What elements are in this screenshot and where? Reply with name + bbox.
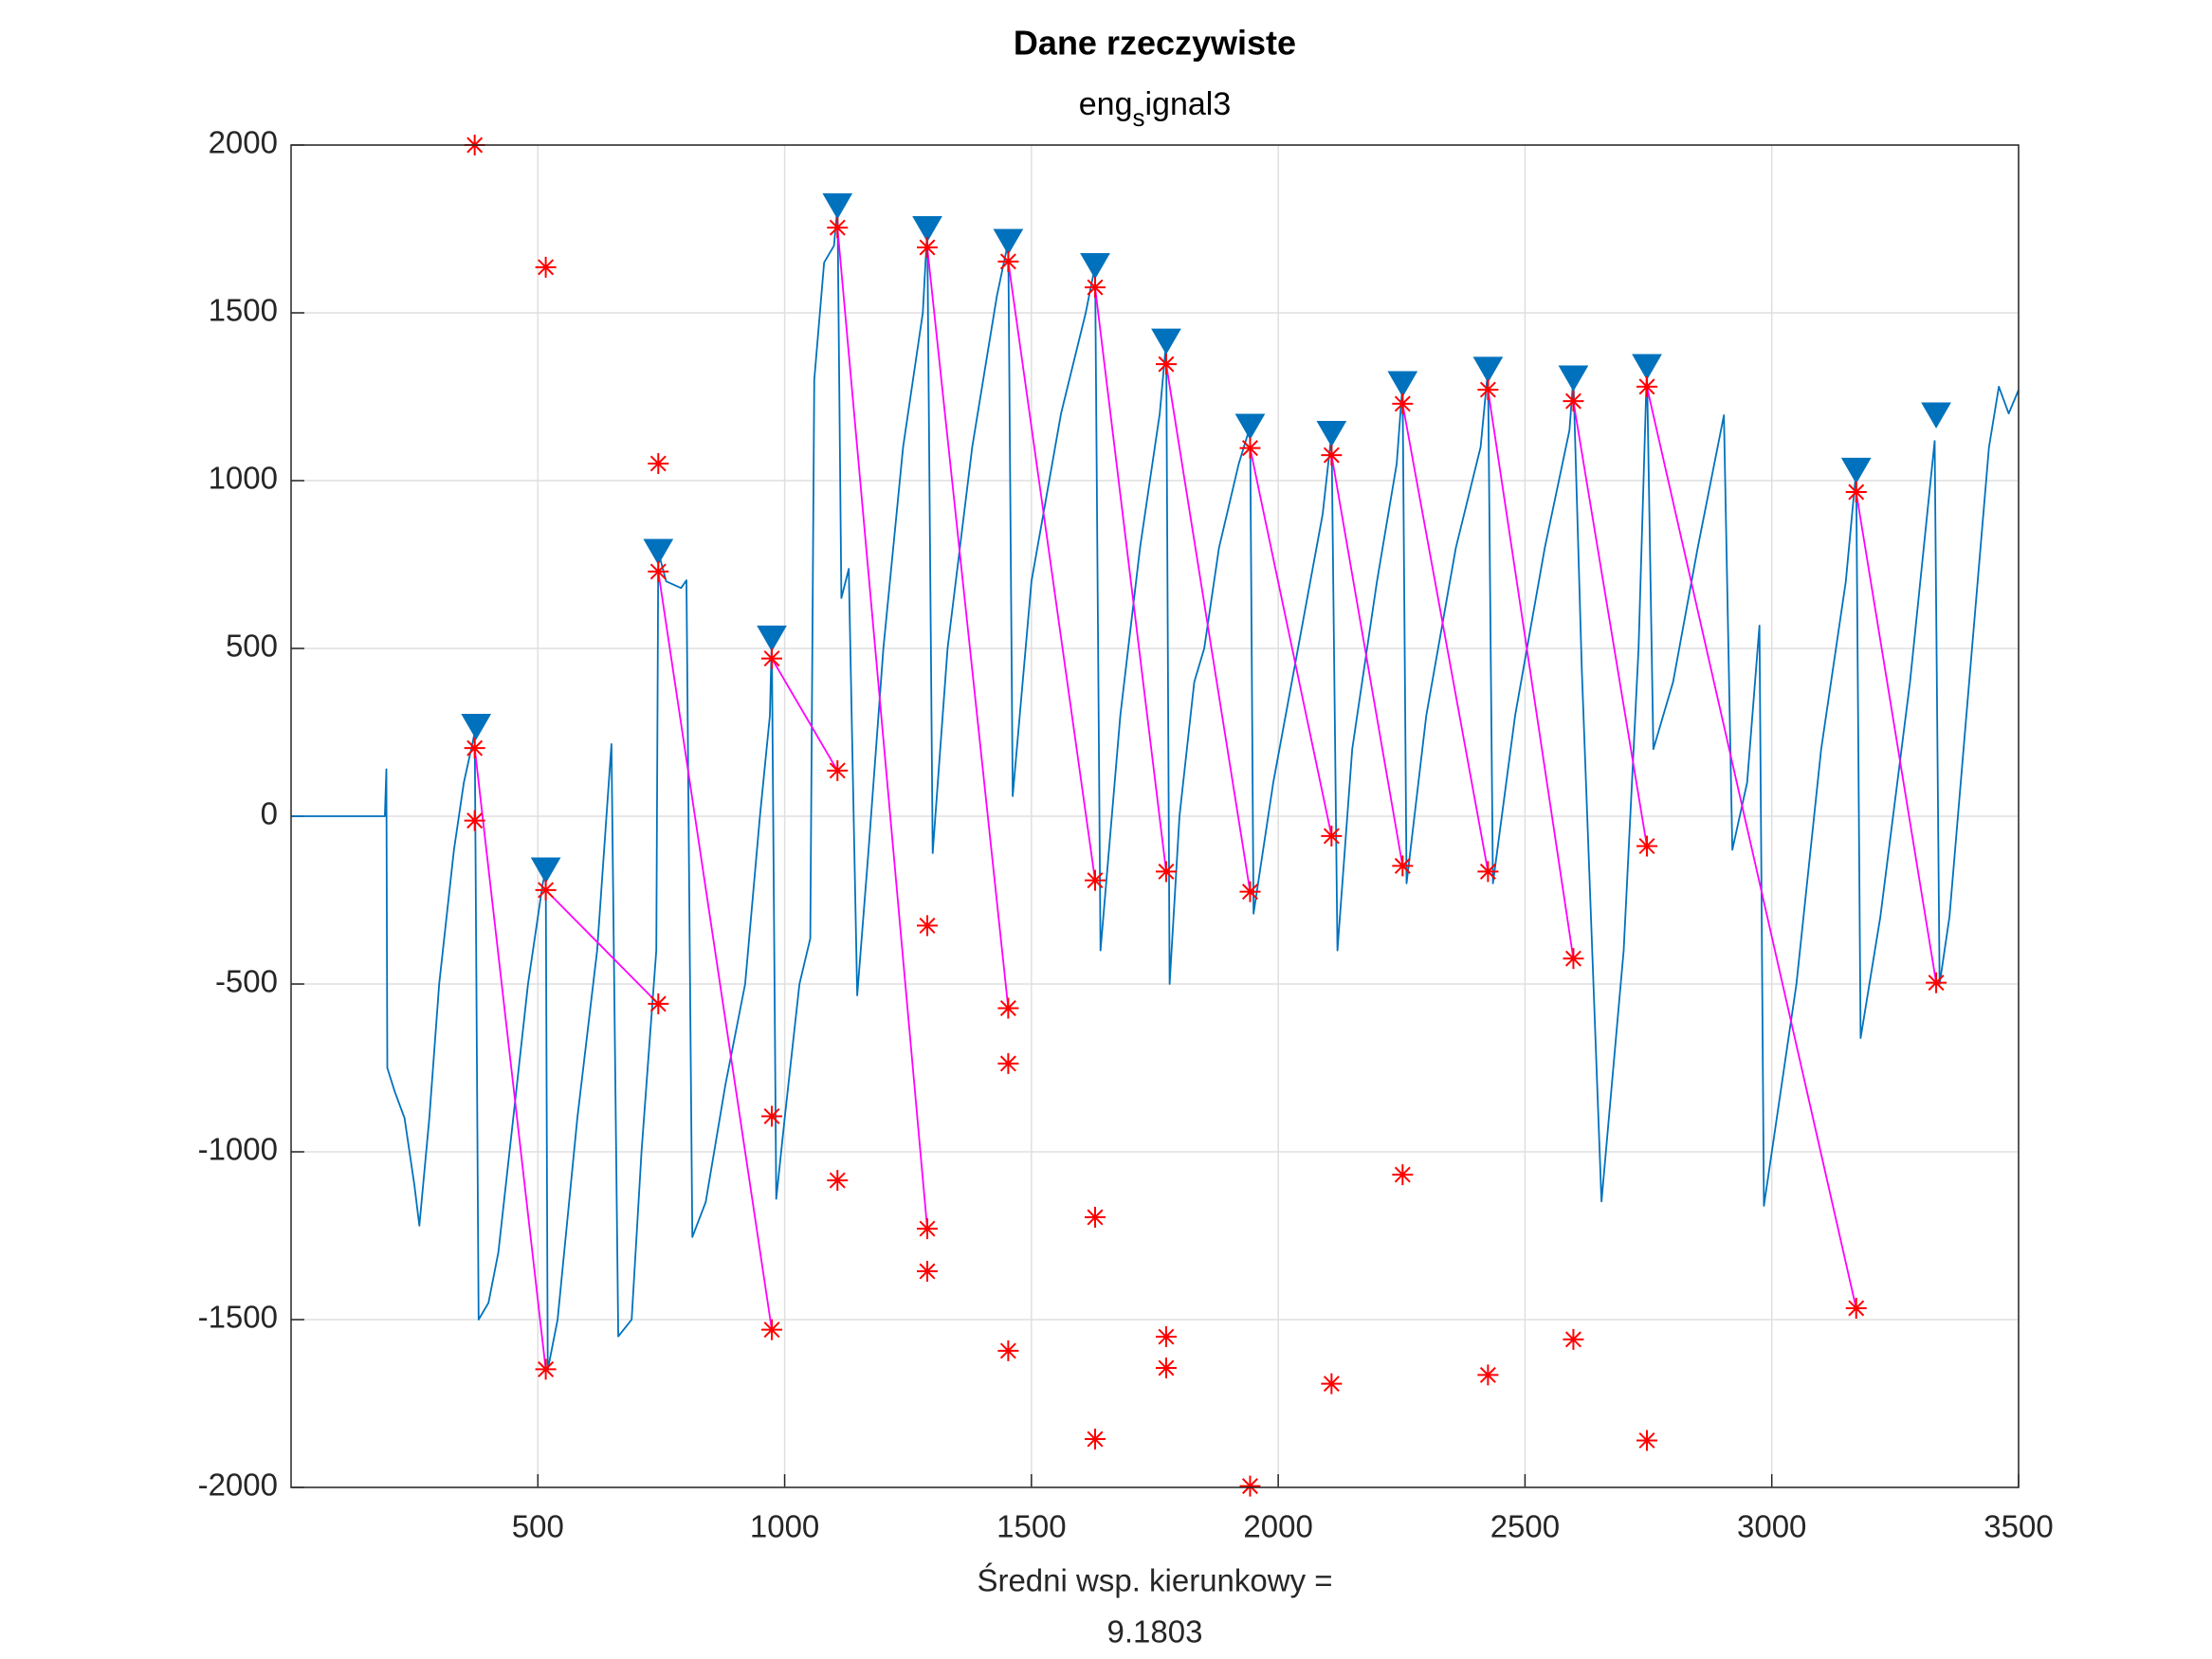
point-marker [1321,445,1343,466]
y-tick-label: 1500 [209,293,278,328]
y-tick-label: -1000 [198,1132,278,1167]
peak-marker [757,625,787,652]
point-marker [1239,1475,1261,1497]
point-marker [1563,1328,1584,1350]
point-marker [1085,1207,1106,1229]
point-marker [1926,972,1947,994]
point-marker [535,879,557,901]
point-marker [917,1261,939,1283]
y-tick-label: -2000 [198,1468,278,1503]
point-marker [1085,277,1106,299]
peak-marker [912,216,942,243]
labels: Dane rzeczywiste engsignal3 Średni wsp. … [198,24,2054,1650]
subtitle-subscript: s [1132,103,1144,132]
point-marker [917,1218,939,1240]
point-marker [1085,869,1106,891]
point-marker [1155,1357,1177,1378]
point-marker [997,997,1019,1019]
point-marker [827,1170,849,1192]
peak-marker [1151,328,1181,356]
point-marker [1392,1164,1414,1186]
data [291,135,2020,1497]
grid [291,144,2020,1488]
point-marker [1155,861,1177,883]
point-marker [827,759,849,781]
point-marker [1321,1373,1343,1395]
peak-marker [822,192,853,220]
point-marker [1845,1297,1867,1319]
point-marker [1563,948,1584,970]
y-tick-label: -1500 [198,1300,278,1335]
x-tick-label: 1000 [750,1509,819,1544]
point-marker [1239,881,1261,902]
point-marker [1636,835,1658,857]
x-tick-label: 2000 [1243,1509,1312,1544]
x-tick-label: 3500 [1983,1509,2053,1544]
x-tick-label: 500 [512,1509,564,1544]
point-marker [1155,1326,1177,1348]
point-marker [1563,391,1584,412]
x-axis-label: Średni wsp. kierunkowy = [977,1562,1332,1598]
peak-marker [1840,457,1872,484]
y-tick-label: 2000 [209,125,278,160]
peak-marker [1921,402,1951,428]
x-axis-label: 9.1803 [1107,1614,1203,1650]
point-marker [997,250,1019,272]
point-marker [1845,482,1867,503]
x-tick-label: 3000 [1737,1509,1806,1544]
point-marker [1085,1429,1106,1450]
peak-marker [643,538,674,566]
point-marker [917,236,939,258]
y-tick-label: -500 [215,964,278,999]
x-tick-label: 1500 [996,1509,1066,1544]
chart-title: Dane rzeczywiste [1014,24,1296,63]
line [291,205,2020,1371]
point-marker [827,217,849,239]
point-marker [1239,437,1261,459]
peak-marker [530,857,561,884]
point-marker [1477,861,1499,883]
peak-marker [1558,365,1589,392]
subtitle-part: ignal3 [1144,86,1231,122]
peak-marker [1234,413,1266,441]
subtitle-part: eng [1079,86,1133,122]
x-tick-label: 2500 [1490,1509,1560,1544]
line [473,228,1937,1370]
point-marker [1636,1430,1658,1451]
peak-marker [1632,354,1662,380]
point-marker [761,1319,783,1340]
point-marker [1155,354,1177,375]
peak-marker [1387,371,1418,398]
point-marker [1392,392,1414,414]
point-marker [464,810,485,831]
point-marker [997,1052,1019,1074]
point-marker [648,993,669,1014]
point-marker [1392,855,1414,877]
peak-marker [993,228,1024,255]
point-marker [648,452,669,474]
y-tick-label: 500 [226,629,278,664]
peak-marker [1472,356,1504,383]
point-marker [761,1105,783,1127]
peak-marker [1316,420,1347,447]
point-marker [917,915,939,937]
y-tick-label: 1000 [209,461,278,496]
y-tick-label: 0 [261,796,278,831]
point-marker [535,1358,557,1380]
peak-marker [461,713,492,740]
point-marker [997,1340,1019,1361]
point-marker [1477,379,1499,401]
point-marker [535,256,557,278]
point-marker [648,560,669,582]
point-marker [464,738,485,759]
peak-marker [1080,252,1110,280]
axes-box [290,144,2020,1488]
point-marker [1636,375,1658,397]
point-marker [1477,1364,1499,1386]
chart-subtitle: engsignal3 [1079,86,1231,132]
point-marker [1321,825,1343,847]
point-marker [761,647,783,669]
